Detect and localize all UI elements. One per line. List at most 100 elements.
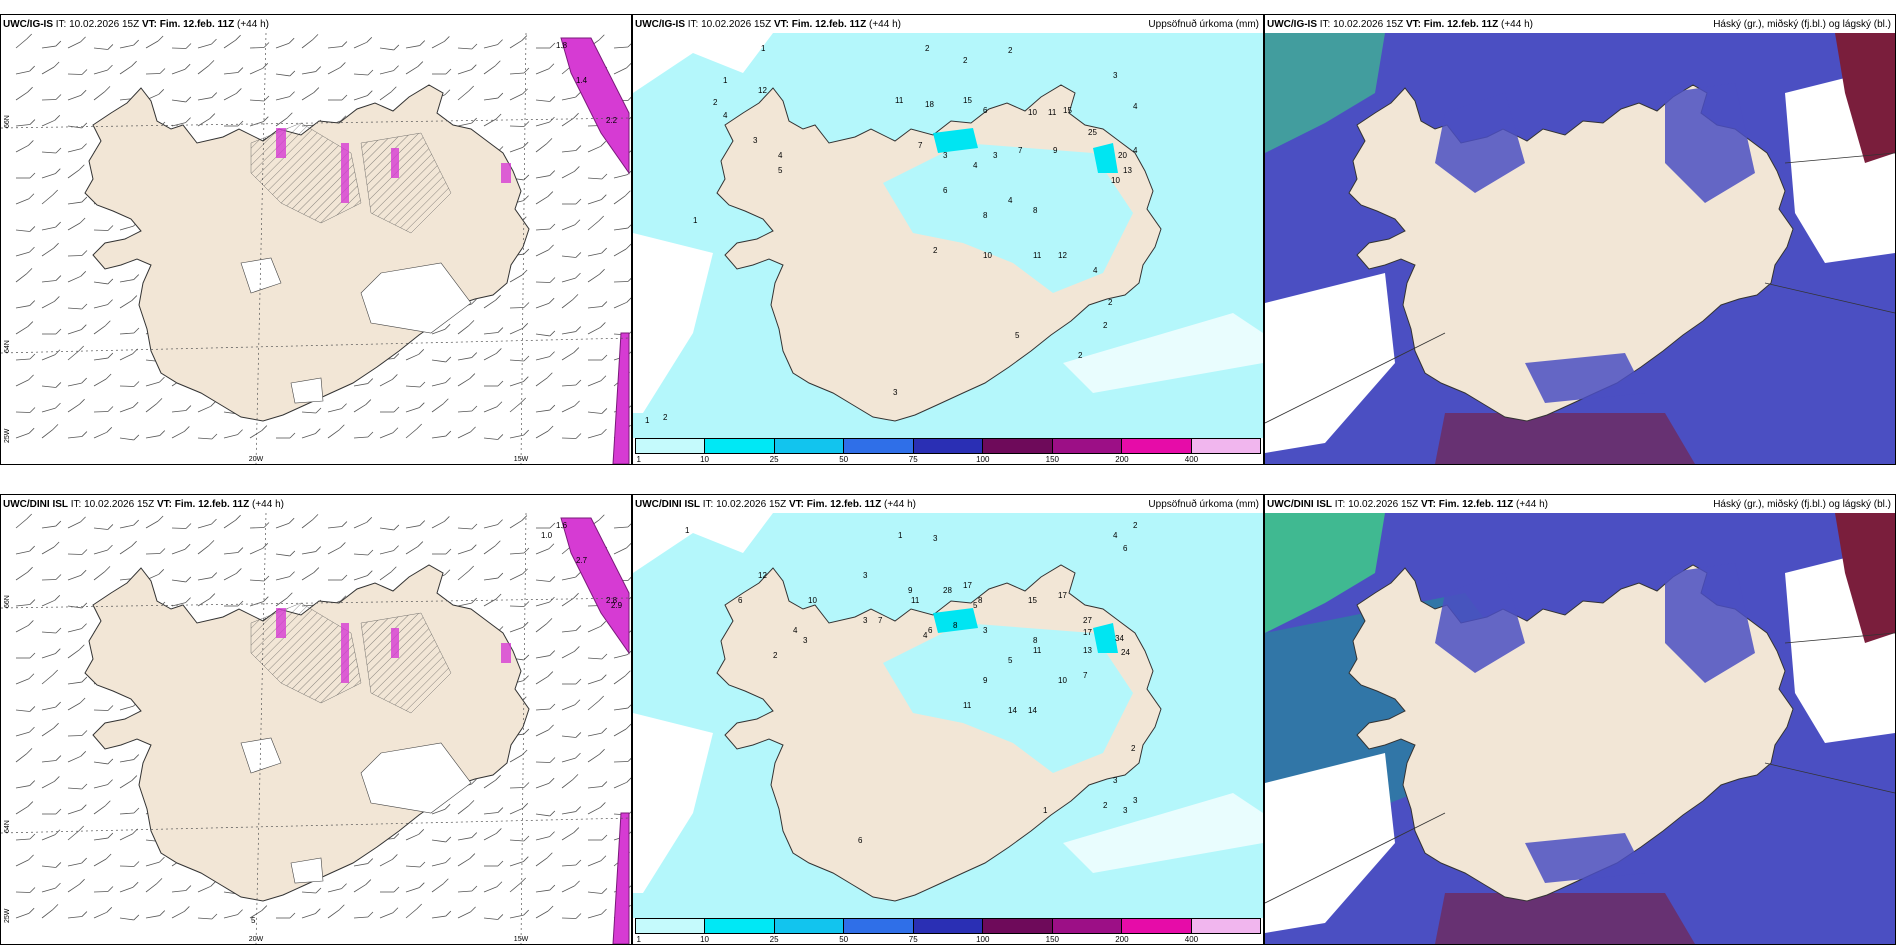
wind-barb <box>561 384 576 387</box>
wind-barb <box>67 436 82 439</box>
legend-label: 1 <box>636 455 641 464</box>
wind-barb-flag <box>521 515 528 521</box>
wind-barb <box>249 910 263 919</box>
wind-barb-flag <box>26 513 33 520</box>
wind-barb <box>561 405 575 413</box>
precip-value: 28 <box>943 586 952 595</box>
wind-panel-bottom: UWC/DINI ISL IT: 10.02.2026 15Z VT: Fim.… <box>0 494 632 945</box>
wind-barb-flag <box>55 862 62 868</box>
wind-barb-flag <box>28 620 34 626</box>
wind-barb-flag <box>54 349 61 356</box>
wind-barb-flag <box>522 88 528 95</box>
wind-barb-flag <box>523 302 530 308</box>
clear-sky <box>1265 753 1395 933</box>
precip-value: 3 <box>1133 796 1138 805</box>
wind-barb <box>119 780 133 789</box>
wind-barb-flag <box>626 62 631 69</box>
wind-barb-flag <box>81 783 88 790</box>
wind-barb-flag <box>367 570 373 576</box>
wind-barb-flag <box>416 423 423 430</box>
wind-barb <box>483 353 497 361</box>
wind-barb <box>41 760 56 763</box>
wind-barb-flag <box>263 116 269 122</box>
wind-barb <box>301 913 316 919</box>
wind-barb-flag <box>315 428 321 434</box>
wind-barb-flag <box>497 807 504 813</box>
wind-barb-flag <box>28 374 34 381</box>
wind-barb-flag <box>574 166 580 172</box>
panel-title: UWC/DINI ISL IT: 10.02.2026 15Z VT: Fim.… <box>635 499 916 510</box>
wind-barb <box>561 576 576 581</box>
wind-barb-flag <box>289 91 295 97</box>
precip-value: 6 <box>928 626 933 635</box>
wind-barb-flag <box>523 195 529 201</box>
wind-map: 66N 64N 25W 20W 15W 1.8 1.4 2.2 <box>1 33 631 464</box>
wind-barb-flag <box>469 373 476 379</box>
panel-subtitle: Háský (gr.), miðský (fj.bl.) og lágský (… <box>1713 19 1891 30</box>
precip-value: 27 <box>1083 616 1092 625</box>
precip-value: 5 <box>1015 331 1020 340</box>
precip-value: 12 <box>1058 251 1067 260</box>
wind-barb-flag <box>445 910 452 917</box>
panel-title: UWC/DINI ISL IT: 10.02.2026 15Z VT: Fim.… <box>3 499 284 510</box>
wind-barb <box>405 525 420 529</box>
wind-barb-flag <box>55 94 62 100</box>
wind-barb-flag <box>81 324 87 330</box>
wind-barb-flag <box>107 758 114 765</box>
wind-barb <box>405 833 419 841</box>
wind-barb-flag <box>548 244 554 251</box>
wind-barb <box>119 886 134 893</box>
wind-barb-flag <box>211 38 217 45</box>
jet-value: 2.8 <box>606 596 618 605</box>
wind-barb <box>587 913 602 919</box>
cloud-map <box>1265 33 1895 464</box>
wind-barb-flag <box>627 704 631 709</box>
wind-barb-flag <box>132 401 139 408</box>
wind-barb-flag <box>315 546 322 552</box>
precip-value: 7 <box>878 616 883 625</box>
wind-barb <box>405 887 420 893</box>
precip-value: 11 <box>1033 251 1042 260</box>
wind-barb-flag <box>131 540 137 547</box>
wind-barb-flag <box>107 705 114 711</box>
mid-cloud <box>1265 33 1385 153</box>
high-cloud-over-land <box>1665 563 1755 683</box>
wind-barb <box>67 681 82 685</box>
wind-barb <box>93 784 108 789</box>
wind-barb-flag <box>416 903 423 910</box>
wind-barb <box>509 93 523 101</box>
wind-barb-flag <box>573 592 579 599</box>
wind-barb <box>509 882 521 893</box>
wind-barb-flag <box>210 401 217 407</box>
wind-barb <box>41 887 56 893</box>
wind-barb <box>41 674 53 685</box>
wind-barb <box>535 175 550 179</box>
wind-barb-flag <box>54 115 61 121</box>
wind-barb-flag <box>574 219 581 226</box>
wind-barb-flag <box>211 518 217 525</box>
init-time: IT: 10.02.2026 15Z <box>700 499 789 510</box>
wind-barb <box>41 909 54 919</box>
wind-barb <box>561 779 574 789</box>
wind-barb <box>509 274 523 283</box>
wind-barb <box>561 832 575 841</box>
wind-barb-flag <box>600 802 606 808</box>
wind-barb <box>119 225 134 231</box>
wind-barb-flag <box>81 730 88 736</box>
wind-barb-flag <box>133 807 140 814</box>
wind-barb-flag <box>52 424 59 430</box>
wind-barb <box>67 830 79 841</box>
wind-barb-flag <box>549 116 555 123</box>
wind-barb-flag <box>523 174 530 181</box>
wind-barb <box>119 279 134 283</box>
precip-value: 7 <box>918 141 923 150</box>
legend-label: 400 <box>1184 935 1199 944</box>
wind-barb-flag <box>237 909 243 915</box>
precip-value: 2 <box>1133 521 1138 530</box>
wind-barb-flag <box>29 545 35 552</box>
legend-label: 1 <box>636 935 641 944</box>
border-line <box>1764 762 1895 794</box>
wind-barb-flag <box>52 189 59 196</box>
wind-barb-flag <box>547 425 554 432</box>
wind-barb <box>15 709 30 712</box>
